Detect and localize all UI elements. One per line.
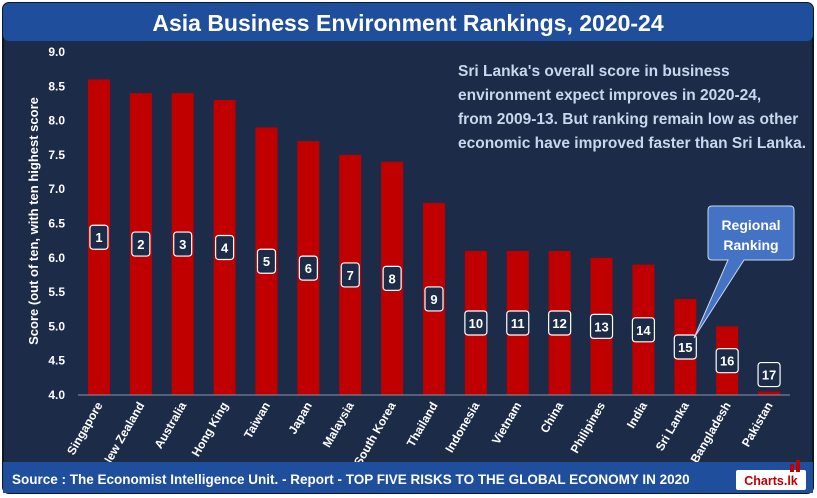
rank-badge bbox=[548, 310, 572, 336]
rank-badge bbox=[715, 348, 739, 374]
y-tick-label: 8.0 bbox=[48, 114, 65, 128]
bar-pakistan bbox=[758, 391, 781, 395]
rank-badge bbox=[506, 310, 530, 336]
rank-label: 14 bbox=[636, 323, 651, 338]
charts-lk-logo: Charts.lk bbox=[736, 460, 806, 490]
rank-label: 9 bbox=[430, 292, 437, 307]
annotation-line: economic have improved faster than Sri L… bbox=[458, 135, 806, 152]
annotation-line: environment expect improves in 2020-24, bbox=[458, 87, 761, 104]
callout-bubble bbox=[693, 205, 795, 339]
rank-label: 5 bbox=[263, 254, 270, 269]
title-band bbox=[3, 3, 813, 41]
footer-band bbox=[3, 462, 813, 493]
rank-label: 1 bbox=[95, 230, 102, 245]
rank-badge bbox=[382, 265, 402, 291]
rank-label: 8 bbox=[389, 271, 396, 286]
y-tick-label: 4.0 bbox=[48, 388, 65, 402]
rank-badge bbox=[298, 255, 318, 281]
rank-label: 17 bbox=[762, 368, 776, 383]
rank-label: 6 bbox=[305, 261, 312, 276]
rank-label: 15 bbox=[678, 340, 692, 355]
y-tick-label: 8.5 bbox=[48, 79, 65, 93]
y-tick-label: 5.0 bbox=[48, 319, 65, 333]
rank-badge bbox=[214, 234, 235, 261]
logo-bar-icon bbox=[790, 464, 794, 472]
rank-label: 11 bbox=[511, 316, 525, 331]
regional-ranking-callout: Regional Ranking bbox=[693, 205, 795, 339]
y-tick-label: 4.5 bbox=[48, 354, 65, 368]
rank-label: 13 bbox=[594, 319, 608, 334]
source-text: Source : The Economist Intelligence Unit… bbox=[12, 472, 690, 487]
callout-line: Ranking bbox=[723, 237, 778, 253]
rank-label: 7 bbox=[347, 268, 354, 283]
y-tick-label: 9.0 bbox=[48, 45, 65, 59]
annotation-text: Sri Lanka's overall score in business en… bbox=[458, 63, 806, 152]
rank-badge bbox=[89, 224, 109, 250]
rank-badge bbox=[256, 248, 277, 274]
y-tick-label: 6.0 bbox=[48, 251, 65, 265]
rank-badge bbox=[464, 310, 488, 336]
rank-label: 12 bbox=[552, 316, 566, 331]
logo-text: Charts.lk bbox=[744, 474, 798, 488]
rank-label: 4 bbox=[221, 241, 229, 256]
rank-label: 10 bbox=[469, 316, 483, 331]
annotation-line: Sri Lanka's overall score in business bbox=[458, 63, 730, 80]
annotation-line: from 2009-13. But ranking remain low as … bbox=[458, 111, 798, 128]
rank-badge bbox=[673, 334, 697, 360]
rank-badge bbox=[131, 231, 151, 257]
rank-badge bbox=[631, 317, 656, 343]
y-axis-label: Score (out of ten, with ten highest scor… bbox=[26, 97, 41, 345]
rank-badge bbox=[173, 231, 193, 257]
logo-badge bbox=[736, 470, 806, 490]
rank-label: 2 bbox=[137, 237, 144, 252]
y-axis: 4.0 4.5 5.0 5.5 6.0 6.5 7.0 7.5 8.0 8.5 9.0 bbox=[48, 45, 65, 402]
rank-badge bbox=[340, 262, 360, 288]
chart-title: Asia Business Environment Rankings, 2020… bbox=[152, 10, 664, 36]
rank-label: 16 bbox=[720, 354, 734, 369]
logo-bar-icon bbox=[796, 460, 800, 472]
callout-line: Regional bbox=[721, 217, 780, 233]
y-tick-label: 7.0 bbox=[48, 182, 65, 196]
rank-badge bbox=[589, 313, 614, 339]
y-tick-label: 5.5 bbox=[48, 285, 65, 299]
rank-label: 3 bbox=[179, 237, 186, 252]
y-tick-label: 7.5 bbox=[48, 148, 65, 162]
rank-badge bbox=[757, 361, 781, 388]
rank-badge bbox=[424, 286, 444, 312]
y-tick-label: 6.5 bbox=[48, 217, 65, 231]
